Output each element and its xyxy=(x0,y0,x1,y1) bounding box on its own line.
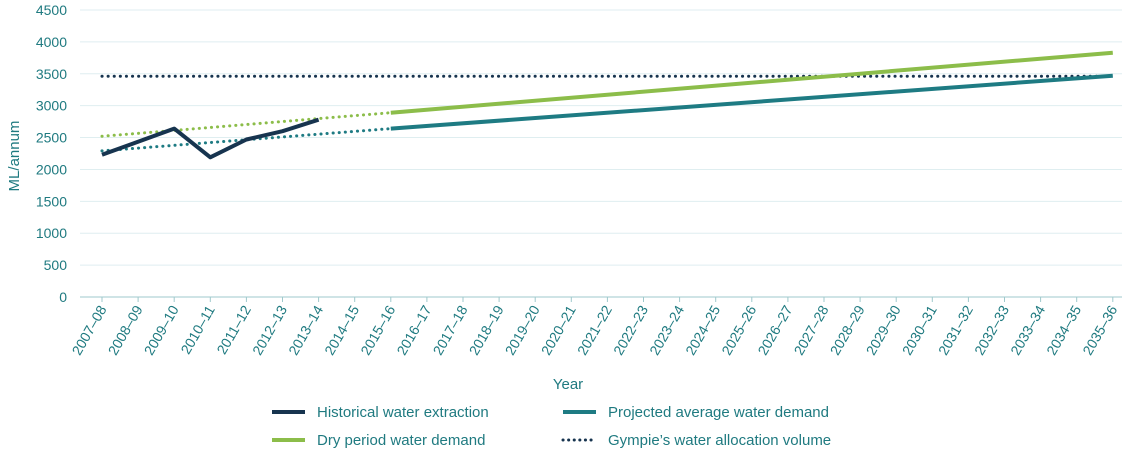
y-tick-label: 3000 xyxy=(36,98,67,114)
y-tick-label: 1500 xyxy=(36,193,67,209)
x-tick-label: 2020–21 xyxy=(538,302,579,357)
series-line xyxy=(101,117,320,160)
y-tick-label: 0 xyxy=(59,289,67,305)
x-axis-ticks: 2007–082008–092009–102010–112011–122012–… xyxy=(68,297,1120,358)
x-tick-label: 2015–16 xyxy=(357,302,398,357)
series-line xyxy=(390,73,1113,131)
x-tick-label: 2022–23 xyxy=(610,302,651,357)
y-tick-label: 4000 xyxy=(36,34,67,50)
y-tick-label: 3500 xyxy=(36,66,67,82)
series-line xyxy=(100,127,393,153)
x-tick-label: 2026–27 xyxy=(754,302,795,357)
y-tick-label: 1000 xyxy=(36,225,67,241)
x-tick-label: 2014–15 xyxy=(321,302,362,357)
series-line xyxy=(100,111,393,138)
x-tick-label: 2029–30 xyxy=(863,302,904,357)
x-tick-label: 2013–14 xyxy=(285,302,326,357)
x-tick-label: 2016–17 xyxy=(393,302,434,357)
x-tick-label: 2033–34 xyxy=(1007,302,1048,357)
x-tick-label: 2007–08 xyxy=(68,302,109,357)
series-lines xyxy=(100,50,1115,160)
x-tick-label: 2032–33 xyxy=(971,302,1012,357)
x-tick-label: 2008–09 xyxy=(105,302,146,357)
x-tick-label: 2010–11 xyxy=(177,302,218,356)
x-tick-label: 2009–10 xyxy=(141,302,182,357)
y-tick-label: 4500 xyxy=(36,2,67,18)
x-tick-label: 2023–24 xyxy=(646,302,687,357)
gridlines xyxy=(80,9,1122,298)
y-axis-ticks: 0 500 1000 1500 2000 2500 3000 3500 4000 4500 xyxy=(36,2,67,305)
x-tick-label: 2034–35 xyxy=(1043,302,1084,357)
x-tick-label: 2031–32 xyxy=(935,302,976,357)
x-axis-title: Year xyxy=(553,376,583,393)
legend-label: Gympie’s water allocation volume xyxy=(608,432,831,449)
y-tick-label: 500 xyxy=(44,257,68,273)
legend-label: Historical water extraction xyxy=(317,404,489,421)
x-tick-label: 2025–26 xyxy=(718,302,759,357)
x-tick-label: 2027–28 xyxy=(790,302,831,357)
x-tick-label: 2030–31 xyxy=(899,302,940,357)
legend-label: Projected average water demand xyxy=(608,404,829,421)
x-tick-label: 2021–22 xyxy=(574,302,615,357)
y-tick-label: 2500 xyxy=(36,130,67,146)
y-axis-title: ML/annum xyxy=(6,121,23,192)
legend: Historical water extraction Projected ave… xyxy=(272,404,831,449)
x-tick-label: 2028–29 xyxy=(827,302,868,357)
series-line xyxy=(390,50,1113,115)
y-tick-label: 2000 xyxy=(36,161,67,177)
x-tick-label: 2011–12 xyxy=(213,302,254,356)
x-tick-label: 2035–36 xyxy=(1079,302,1120,357)
x-tick-label: 2017–18 xyxy=(429,302,470,357)
x-tick-label: 2019–20 xyxy=(502,302,543,357)
legend-label: Dry period water demand xyxy=(317,432,485,449)
x-tick-label: 2012–13 xyxy=(249,302,290,357)
x-tick-label: 2024–25 xyxy=(682,302,723,357)
x-tick-label: 2018–19 xyxy=(466,302,507,357)
